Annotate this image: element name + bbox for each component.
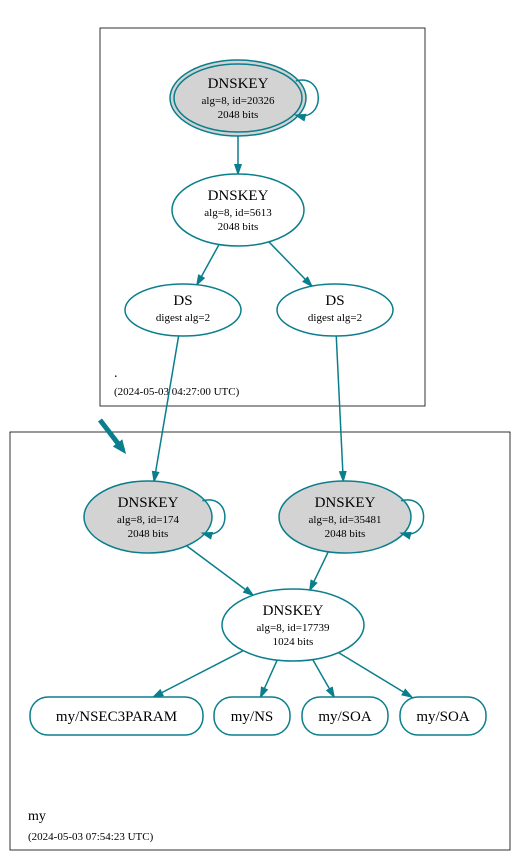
node-root-ksk: DNSKEY alg=8, id=20326 2048 bits bbox=[170, 60, 318, 136]
node-root-zsk: DNSKEY alg=8, id=5613 2048 bits bbox=[172, 174, 304, 246]
svg-text:my/NSEC3PARAM: my/NSEC3PARAM bbox=[56, 709, 177, 725]
node-rrset-nsec3: my/NSEC3PARAM bbox=[30, 697, 203, 735]
edge-my-zsk-to-rrset-nsec3 bbox=[153, 651, 243, 697]
zone-timestamp-my: (2024-05-03 07:54:23 UTC) bbox=[28, 831, 154, 843]
svg-text:digest alg=2: digest alg=2 bbox=[156, 312, 210, 324]
svg-text:DNSKEY: DNSKEY bbox=[315, 495, 376, 511]
svg-text:DS: DS bbox=[325, 293, 344, 309]
svg-text:DNSKEY: DNSKEY bbox=[118, 495, 179, 511]
node-rrset-soa2: my/SOA bbox=[400, 697, 486, 735]
zone-label-root: . bbox=[114, 366, 118, 381]
svg-text:my/NS: my/NS bbox=[231, 709, 274, 725]
edge-root-zsk-to-ds-left bbox=[197, 244, 219, 284]
svg-text:alg=8, id=174: alg=8, id=174 bbox=[117, 514, 179, 526]
svg-text:DNSKEY: DNSKEY bbox=[263, 603, 324, 619]
svg-text:2048 bits: 2048 bits bbox=[128, 528, 169, 540]
edge-my-zsk-to-rrset-soa1 bbox=[313, 660, 334, 697]
node-rrset-soa1: my/SOA bbox=[302, 697, 388, 735]
diagram-canvas: . (2024-05-03 04:27:00 UTC) my (2024-05-03 … bbox=[0, 0, 521, 865]
node-my-ksk-left: DNSKEY alg=8, id=174 2048 bits bbox=[84, 481, 225, 553]
edge-ds-right-to-my-ksk-right bbox=[336, 336, 343, 481]
svg-text:2048 bits: 2048 bits bbox=[218, 109, 259, 121]
edge-ds-left-to-my-ksk-left bbox=[154, 336, 179, 481]
svg-text:alg=8, id=35481: alg=8, id=35481 bbox=[309, 514, 382, 526]
svg-text:DNSKEY: DNSKEY bbox=[208, 188, 269, 204]
svg-text:alg=8, id=17739: alg=8, id=17739 bbox=[257, 622, 330, 634]
node-my-ksk-right: DNSKEY alg=8, id=35481 2048 bits bbox=[279, 481, 424, 553]
svg-text:my/SOA: my/SOA bbox=[416, 709, 470, 725]
edge-my-ksk-right-to-my-zsk bbox=[310, 552, 328, 590]
nodes-layer: DNSKEY alg=8, id=20326 2048 bits DNSKEY alg=… bbox=[30, 60, 486, 735]
node-rrset-ns: my/NS bbox=[214, 697, 290, 735]
edge-my-zsk-to-rrset-soa2 bbox=[339, 653, 412, 697]
node-ds-left: DS digest alg=2 bbox=[125, 284, 241, 336]
svg-text:2048 bits: 2048 bits bbox=[218, 221, 259, 233]
svg-text:DNSKEY: DNSKEY bbox=[208, 76, 269, 92]
edge-root-zsk-to-ds-right bbox=[269, 242, 312, 286]
svg-text:digest alg=2: digest alg=2 bbox=[308, 312, 362, 324]
edge-my-ksk-left-to-my-zsk bbox=[187, 546, 253, 596]
svg-text:DS: DS bbox=[173, 293, 192, 309]
svg-text:1024 bits: 1024 bits bbox=[273, 636, 314, 648]
zone-label-my: my bbox=[28, 809, 46, 824]
svg-text:alg=8, id=5613: alg=8, id=5613 bbox=[204, 207, 272, 219]
svg-text:my/SOA: my/SOA bbox=[318, 709, 372, 725]
edge-my-zsk-to-rrset-ns bbox=[261, 660, 278, 697]
extra-arrow-0 bbox=[100, 420, 123, 450]
node-my-zsk: DNSKEY alg=8, id=17739 1024 bits bbox=[222, 589, 364, 661]
svg-text:alg=8, id=20326: alg=8, id=20326 bbox=[202, 95, 275, 107]
svg-text:2048 bits: 2048 bits bbox=[325, 528, 366, 540]
zone-timestamp-root: (2024-05-03 04:27:00 UTC) bbox=[114, 386, 240, 398]
node-ds-right: DS digest alg=2 bbox=[277, 284, 393, 336]
